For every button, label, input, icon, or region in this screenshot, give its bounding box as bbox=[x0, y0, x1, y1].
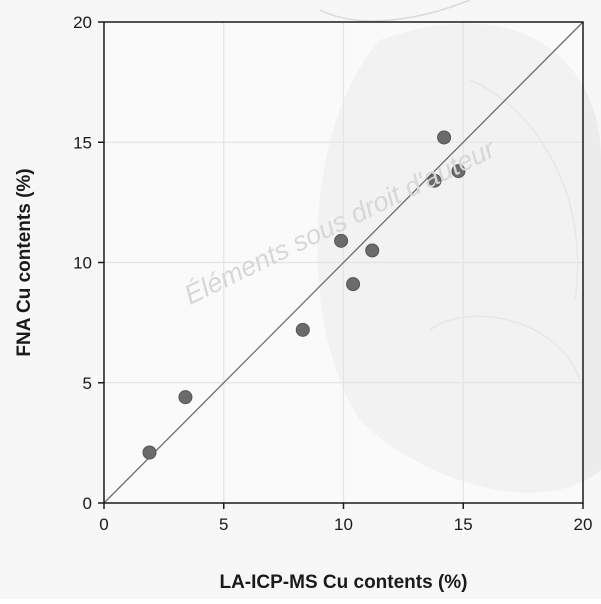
data-point bbox=[427, 173, 442, 188]
reference-line-group bbox=[103, 21, 584, 504]
y-tick-label: 0 bbox=[83, 494, 92, 513]
data-point bbox=[365, 243, 380, 258]
y-tick-label: 10 bbox=[73, 254, 92, 273]
data-point bbox=[142, 445, 157, 460]
data-points bbox=[142, 130, 466, 460]
x-tick-label: 15 bbox=[454, 515, 473, 534]
data-point bbox=[178, 390, 193, 405]
y-tick-label: 15 bbox=[73, 133, 92, 152]
data-point bbox=[334, 233, 349, 248]
x-tick-label: 20 bbox=[574, 515, 593, 534]
y-tick-label: 5 bbox=[83, 374, 92, 393]
x-tick-label: 5 bbox=[219, 515, 228, 534]
x-axis-title: LA-ICP-MS Cu contents (%) bbox=[219, 572, 467, 593]
x-tick-labels: 0 5 10 15 20 bbox=[99, 515, 592, 534]
data-point bbox=[437, 130, 452, 145]
y-tick-labels: 0 5 10 15 20 bbox=[73, 13, 92, 513]
x-tick-label: 0 bbox=[99, 515, 108, 534]
grid bbox=[104, 22, 583, 503]
y-axis-title: FNA Cu contents (%) bbox=[14, 168, 35, 356]
data-point bbox=[346, 277, 361, 292]
y-tick-label: 20 bbox=[73, 13, 92, 32]
x-tick-label: 10 bbox=[334, 515, 353, 534]
axes bbox=[98, 21, 584, 509]
data-point bbox=[451, 164, 466, 179]
reference-line-1to1 bbox=[103, 21, 584, 504]
data-point bbox=[295, 322, 310, 337]
